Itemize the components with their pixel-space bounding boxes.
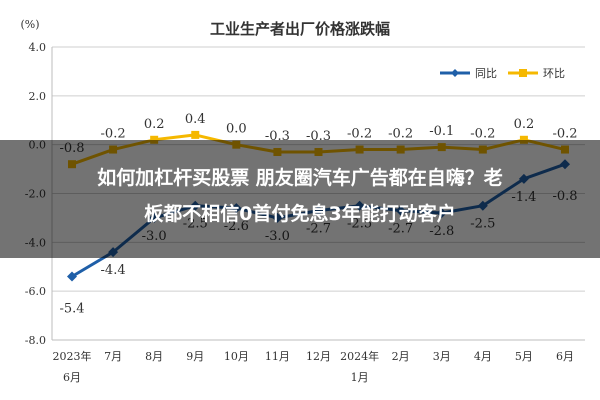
data-label: -0.2 bbox=[101, 127, 126, 142]
data-label: -4.4 bbox=[101, 263, 126, 278]
x-tick-label-line: 11月 bbox=[265, 350, 290, 363]
data-label: -0.2 bbox=[347, 127, 372, 142]
legend-label: 环比 bbox=[543, 67, 565, 80]
x-tick-label: 8月 bbox=[145, 350, 163, 363]
x-tick-label-line: 6月 bbox=[63, 371, 81, 384]
x-tick-label: 11月 bbox=[265, 350, 290, 363]
legend-label: 同比 bbox=[475, 67, 497, 80]
data-point bbox=[67, 271, 77, 282]
data-label: -0.2 bbox=[388, 127, 413, 142]
data-label: -5.4 bbox=[59, 302, 84, 317]
x-tick-label: 5月 bbox=[515, 350, 533, 363]
data-label: -0.2 bbox=[552, 127, 577, 142]
x-tick-label: 7月 bbox=[104, 350, 122, 363]
legend-marker bbox=[519, 69, 527, 77]
y-tick-label: -6.0 bbox=[25, 285, 46, 298]
data-label: -0.1 bbox=[429, 124, 454, 139]
x-tick-label: 12月 bbox=[306, 350, 331, 363]
data-label: -0.2 bbox=[470, 127, 495, 142]
x-tick-label-line: 9月 bbox=[186, 350, 204, 363]
x-tick-label-line: 3月 bbox=[433, 350, 451, 363]
x-tick-label-line: 8月 bbox=[145, 350, 163, 363]
x-tick-labels: 2023年 6月 7月 8月 9月 10月 11月 12月 2024年 1月 2月 3月 4月 5月 6月 bbox=[53, 349, 575, 384]
x-tick-label-line: 10月 bbox=[224, 350, 249, 363]
overlay-headline-line1: 如何加杠杆买股票 朋友圈汽车广告都在自嗨？老 bbox=[97, 167, 503, 189]
legend: 同比 环比 bbox=[440, 67, 565, 80]
legend-marker bbox=[451, 69, 459, 77]
x-tick-label-line: 2023年 bbox=[53, 349, 92, 363]
overlay-headline[interactable]: 如何加杠杆买股票 朋友圈汽车广告都在自嗨？老 板都不相信0首付免息3年能打动客户 bbox=[0, 160, 600, 232]
x-tick-label-line: 12月 bbox=[306, 350, 331, 363]
overlay-headline-line2: 板都不相信0首付免息3年能打动客户 bbox=[144, 203, 456, 225]
y-tick-label: 2.0 bbox=[29, 90, 47, 103]
chart-title: 工业生产者出厂价格涨跌幅 bbox=[210, 20, 390, 38]
x-tick-label-line: 4月 bbox=[474, 350, 492, 363]
x-tick-label: 10月 bbox=[224, 350, 249, 363]
x-tick-label: 2024年 1月 bbox=[340, 349, 379, 384]
overlay-banner bbox=[0, 140, 600, 258]
x-tick-label: 2023年 6月 bbox=[53, 349, 92, 384]
y-axis-label: (%) bbox=[20, 18, 39, 31]
data-point bbox=[150, 135, 159, 144]
x-tick-label: 3月 bbox=[433, 350, 451, 363]
x-tick-label: 4月 bbox=[474, 350, 492, 363]
x-tick-label-line: 6月 bbox=[556, 350, 574, 363]
data-label: 0.4 bbox=[185, 112, 206, 127]
x-tick-label-line: 5月 bbox=[515, 350, 533, 363]
x-tick-label-line: 7月 bbox=[104, 350, 122, 363]
x-tick-label-line: 2月 bbox=[392, 350, 410, 363]
y-tick-label: 4.0 bbox=[29, 41, 47, 54]
x-tick-label: 2月 bbox=[392, 350, 410, 363]
data-label: 0.2 bbox=[514, 117, 535, 132]
x-tick-label-line: 2024年 bbox=[340, 349, 379, 363]
x-tick-label-line: 1月 bbox=[351, 371, 369, 384]
data-label: 0.0 bbox=[226, 122, 247, 137]
x-tick-label: 6月 bbox=[556, 350, 574, 363]
data-point bbox=[191, 130, 200, 139]
x-tick-label: 9月 bbox=[186, 350, 204, 363]
data-label: 0.2 bbox=[144, 117, 165, 132]
data-point bbox=[519, 135, 528, 144]
y-tick-label: -8.0 bbox=[25, 334, 46, 347]
